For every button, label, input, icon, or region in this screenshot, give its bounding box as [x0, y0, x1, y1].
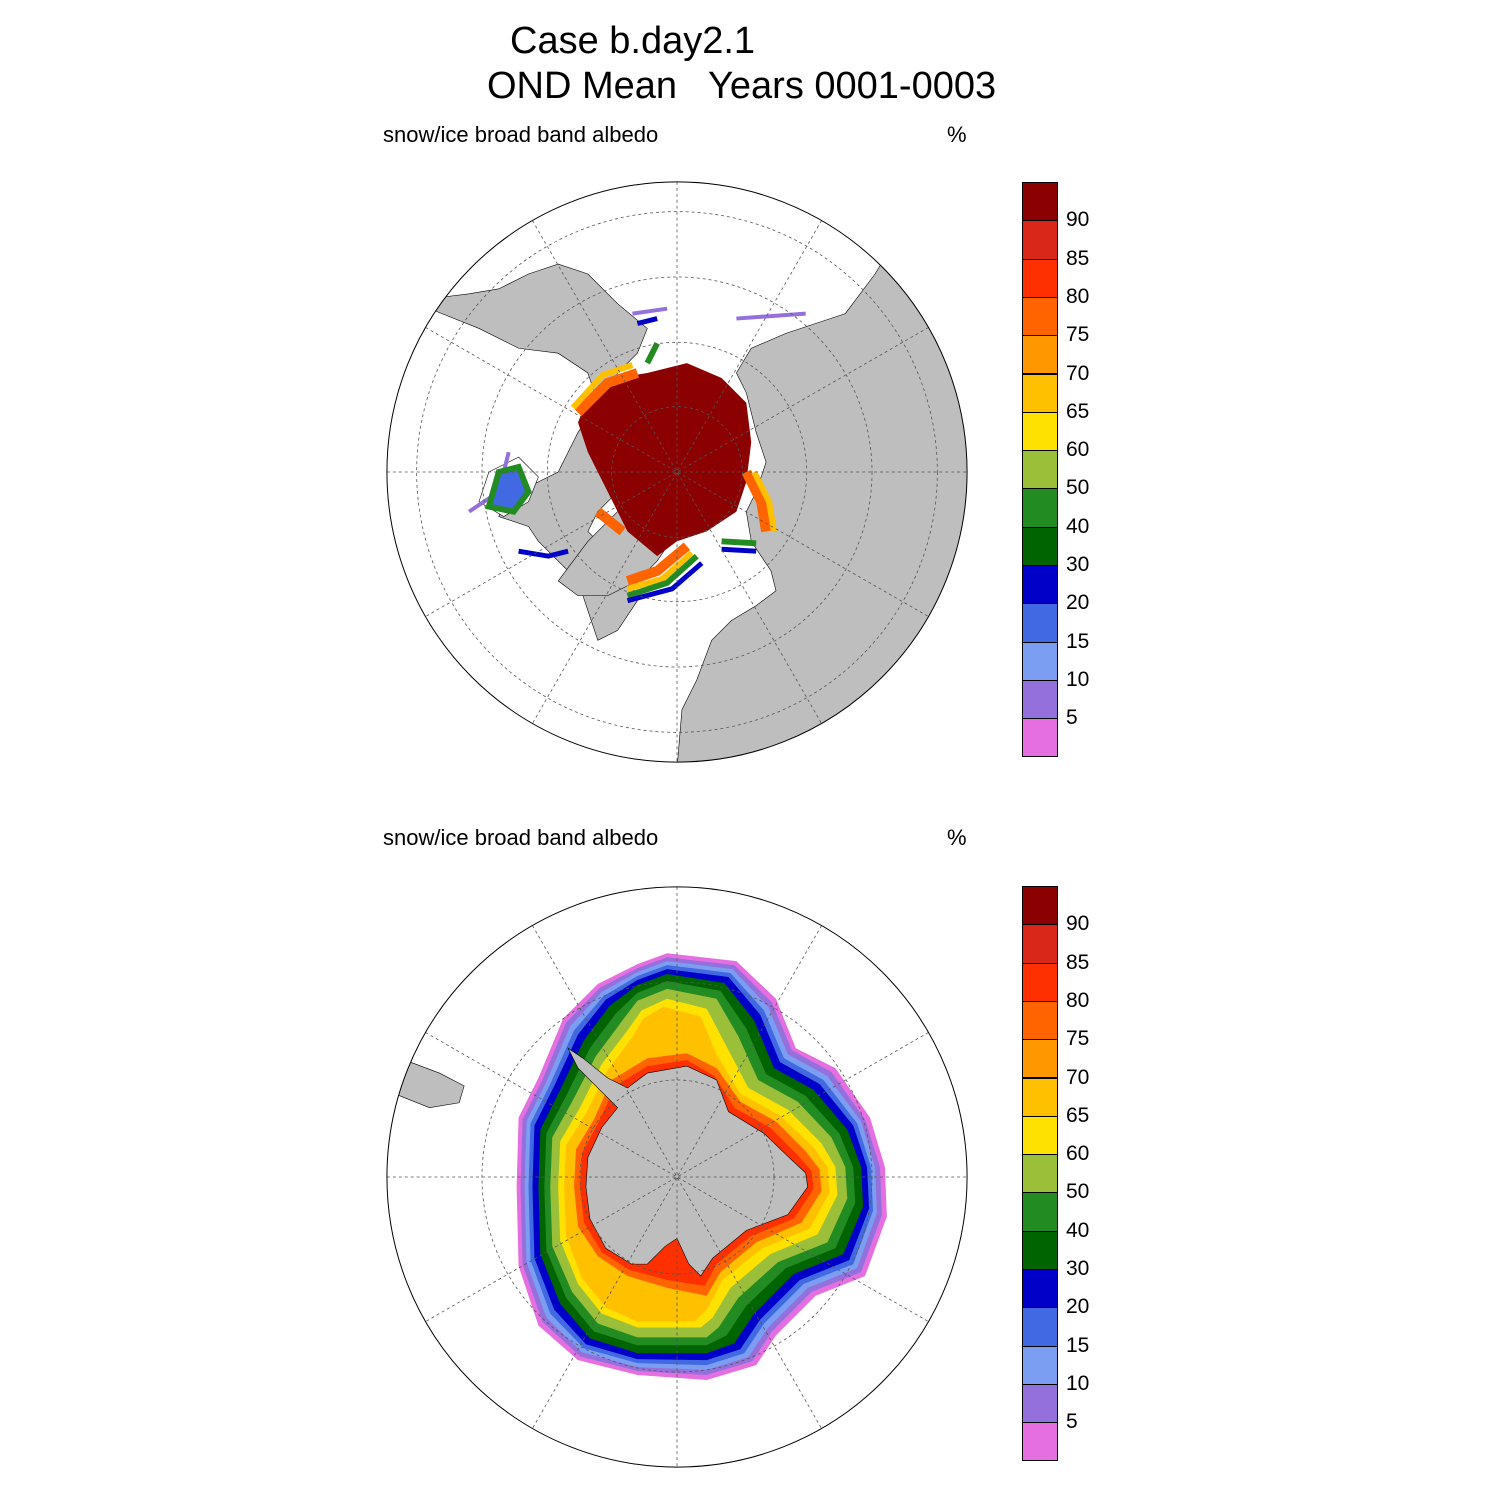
- colorbar-tick-label: 40: [1066, 1218, 1090, 1242]
- colorbar-swatch: [1022, 488, 1058, 528]
- colorbar-tick-label: 65: [1066, 1103, 1090, 1127]
- colorbar-swatch: [1022, 1307, 1058, 1347]
- colorbar-swatch: [1022, 679, 1058, 720]
- north-colorbar: 5 10 15 20 30 40 50 60 65 70 75 80 85 90: [1022, 182, 1089, 758]
- colorbar-tick-label: 85: [1066, 246, 1090, 270]
- colorbar-swatch: [1022, 641, 1058, 681]
- colorbar-tick-label: 70: [1066, 361, 1090, 385]
- colorbar-tick-label: 75: [1066, 1027, 1090, 1051]
- colorbar-tick-label: 60: [1066, 1142, 1090, 1166]
- colorbar-swatch: [1022, 296, 1058, 337]
- south-colorbar: 5 10 15 20 30 40 50 60 65 70 75 80 85 90: [1022, 886, 1089, 1462]
- colorbar-tick-label: 90: [1066, 912, 1090, 936]
- colorbar-swatch: [1022, 1192, 1058, 1232]
- arctic-ice-pack: [578, 363, 752, 557]
- colorbar-swatch: [1022, 886, 1058, 926]
- colorbar-tick-label: 60: [1066, 438, 1090, 462]
- colorbar-swatch: [1022, 1154, 1058, 1194]
- antarctica-landmass: [567, 1047, 808, 1277]
- ice-edge-band-orange: [574, 368, 771, 586]
- colorbar-swatch: [1022, 182, 1058, 222]
- colorbar-swatch: [1022, 373, 1058, 413]
- colorbar-tick-label: 65: [1066, 399, 1090, 423]
- colorbar-swatch: [1022, 1077, 1058, 1117]
- colorbar-tick-label: 20: [1066, 1295, 1090, 1319]
- colorbar-swatch: [1022, 1039, 1058, 1079]
- colorbar-tick-label: 30: [1066, 1257, 1090, 1280]
- colorbar-tick-label: 15: [1066, 1333, 1090, 1357]
- colorbar-swatch: [1022, 924, 1058, 964]
- colorbar-tick-label: 30: [1066, 553, 1090, 576]
- colorbar-swatch: [1022, 1000, 1058, 1041]
- colorbar-tick-label: 50: [1066, 1180, 1090, 1204]
- south-variable-label: snow/ice broad band albedo: [383, 825, 659, 850]
- colorbar-swatch: [1022, 1269, 1058, 1309]
- colorbar-tick-label: 85: [1066, 950, 1090, 974]
- colorbar-swatch: [1022, 1230, 1058, 1270]
- colorbar-swatch: [1022, 258, 1058, 298]
- colorbar-swatch: [1022, 565, 1058, 605]
- colorbar-swatch: [1022, 1345, 1058, 1385]
- labrador-ice: [485, 463, 532, 515]
- north-graticule: [386, 181, 968, 763]
- colorbar-swatch: [1022, 411, 1058, 452]
- colorbar-tick-label: 15: [1066, 629, 1090, 653]
- colorbar-swatch: [1022, 450, 1058, 490]
- colorbar-tick-label: 80: [1066, 284, 1090, 308]
- colorbar-swatch: [1022, 335, 1058, 375]
- south-map-border: [386, 886, 968, 1468]
- south-units-label: %: [947, 825, 967, 850]
- colorbar-swatch: [1022, 220, 1058, 260]
- colorbar-swatch: [1022, 603, 1058, 643]
- colorbar-tick-label: 90: [1066, 208, 1090, 232]
- colorbar-tick-label: 75: [1066, 323, 1090, 347]
- colorbar-tick-label: 5: [1066, 706, 1078, 730]
- colorbar-tick-label: 10: [1066, 667, 1090, 691]
- period-title: OND Mean Years 0001-0003: [487, 65, 997, 107]
- north-map-border: [386, 181, 968, 763]
- colorbar-tick-label: 5: [1066, 1410, 1078, 1434]
- colorbar-tick-label: 40: [1066, 514, 1090, 538]
- north-units-label: %: [947, 122, 967, 147]
- colorbar-tick-label: 20: [1066, 591, 1090, 615]
- colorbar-swatch: [1022, 1383, 1058, 1424]
- south-graticule: [386, 886, 968, 1468]
- colorbar-tick-label: 70: [1066, 1065, 1090, 1089]
- colorbar-swatch: [1022, 1422, 1058, 1462]
- colorbar-tick-label: 50: [1066, 476, 1090, 500]
- ice-edge-band-yellow: [570, 362, 777, 592]
- colorbar-swatch: [1022, 1115, 1058, 1156]
- colorbar-tick-label: 10: [1066, 1371, 1090, 1395]
- ice-edge-band-blue: [518, 316, 757, 604]
- antarctic-polar-map: [386, 886, 968, 1468]
- colorbar-tick-label: 80: [1066, 988, 1090, 1012]
- colorbar-swatch: [1022, 962, 1058, 1002]
- colorbar-swatch: [1022, 526, 1058, 566]
- case-title: Case b.day2.1: [510, 20, 756, 62]
- arctic-polar-map: [386, 181, 968, 763]
- north-variable-label: snow/ice broad band albedo: [383, 122, 659, 147]
- ice-edge-band-green: [626, 341, 757, 599]
- colorbar-swatch: [1022, 718, 1058, 758]
